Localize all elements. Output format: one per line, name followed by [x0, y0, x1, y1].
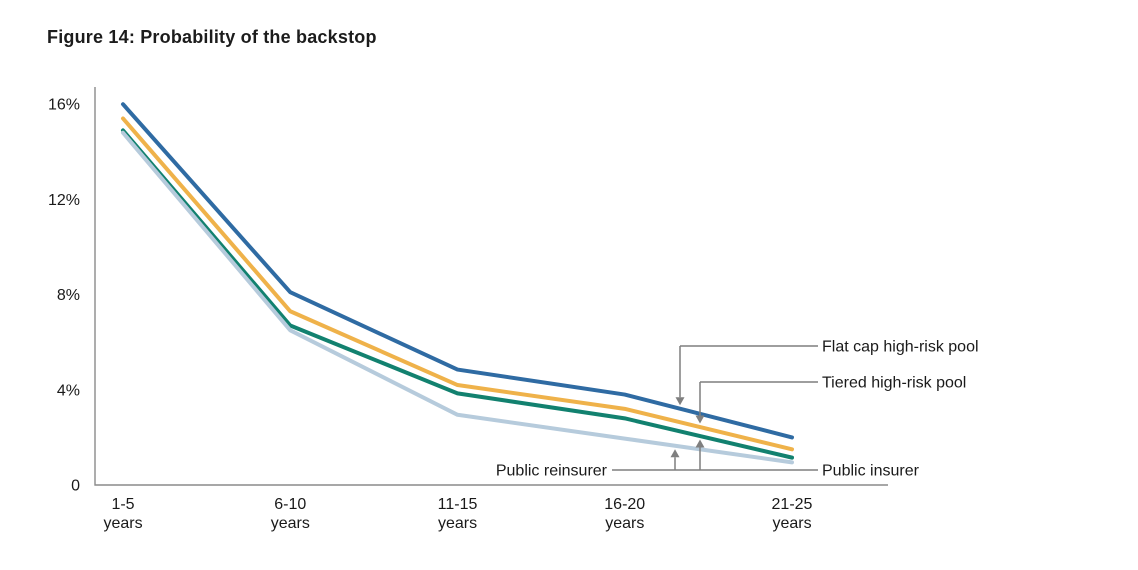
x-axis-label-1-5-years: 1-5 years: [103, 496, 142, 532]
x-axis-label-11-15-years: 11-15 years: [438, 496, 478, 532]
callout-line-flat-cap-high-risk-pool: [679, 345, 818, 398]
callout-label-public-reinsurer: Public reinsurer: [496, 463, 608, 480]
series-line-public-reinsurer: [121, 130, 794, 465]
x-axis-label-16-20-years: 16-20 years: [604, 496, 645, 532]
callout-arrow-public-insurer: [695, 439, 705, 448]
y-axis-label-8: 8%: [57, 287, 80, 304]
series-line-flat-cap-high-risk-pool: [121, 102, 794, 440]
callout-arrow-public-reinsurer: [670, 449, 680, 458]
callout-line-tiered-high-risk-pool: [699, 381, 818, 416]
x-axis-label-6-10-years: 6-10 years: [271, 496, 310, 532]
axes: [94, 87, 888, 486]
series-line-public-insurer: [121, 128, 794, 460]
callout-line-public-reinsurer: [612, 457, 676, 471]
x-axis-label-21-25-years: 21-25 years: [772, 496, 813, 532]
callout-label-tiered-high-risk-pool: Tiered high-risk pool: [822, 375, 966, 392]
figure-title: Figure 14: Probability of the backstop: [47, 27, 377, 47]
callout-arrow-tiered-high-risk-pool: [695, 415, 705, 424]
callout-label-flat-cap-high-risk-pool: Flat cap high-risk pool: [822, 339, 979, 356]
y-axis-label-16: 16%: [48, 97, 80, 114]
y-axis-label-12: 12%: [48, 192, 80, 209]
callout-label-public-insurer: Public insurer: [822, 463, 920, 480]
y-axis-label-4: 4%: [57, 382, 80, 399]
series-line-tiered-high-risk-pool: [121, 116, 794, 452]
y-axis-label-0: 0: [71, 478, 80, 495]
callout-arrow-flat-cap-high-risk-pool: [675, 397, 685, 406]
callout-line-public-insurer: [675, 447, 818, 471]
